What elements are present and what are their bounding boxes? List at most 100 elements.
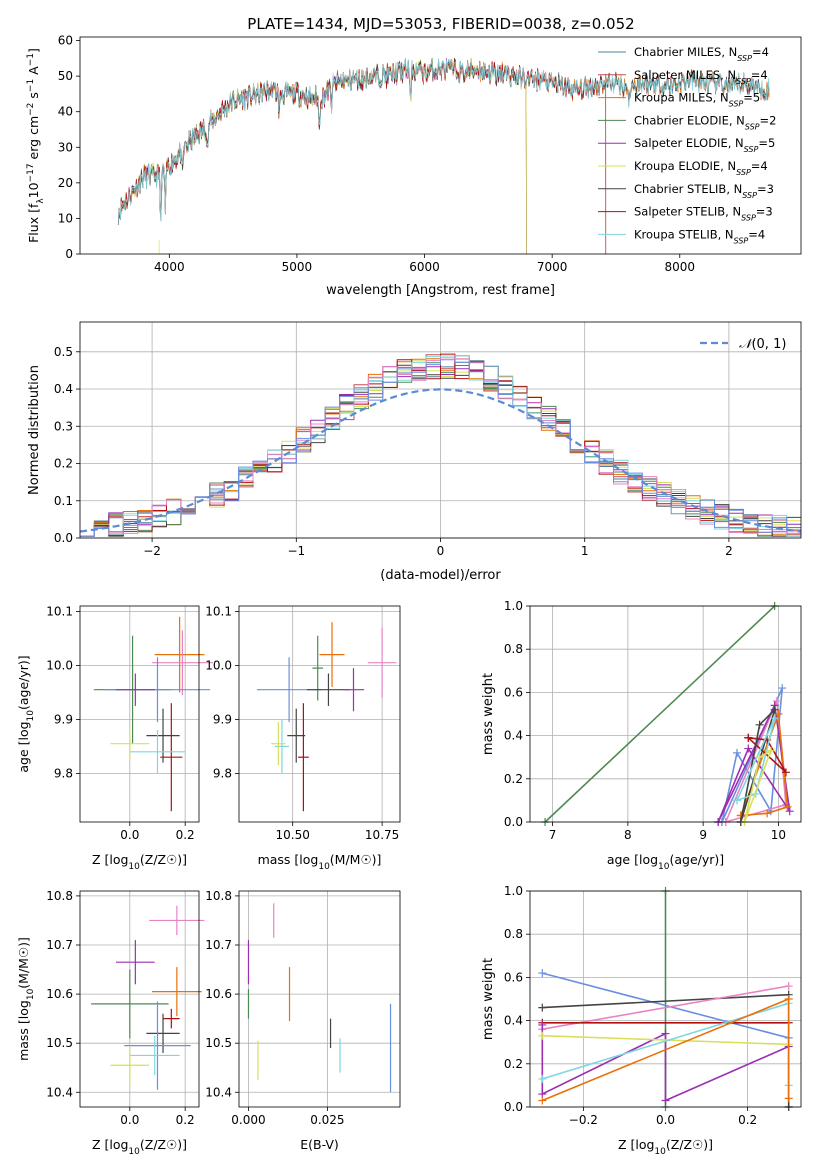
axes-frame [79, 890, 200, 1108]
label-part: λ [36, 198, 46, 204]
label-part: (age/yr)] [669, 852, 724, 867]
y-tick-label: 0.6 [504, 970, 523, 984]
weight-series-line [736, 717, 776, 802]
legend-subscript: SSP [736, 168, 751, 177]
legend-text: Kroupa STELIB, N [634, 227, 734, 241]
x-tick-label: 0.2 [176, 828, 195, 842]
x-tick-label: 0.2 [176, 1113, 195, 1127]
y-tick-label: 0 [65, 247, 73, 261]
label-part: (age/yr)] [16, 655, 31, 710]
label-part: log [639, 852, 658, 867]
y-tick-label: 10.0 [205, 658, 232, 672]
legend-text: =2 [760, 113, 777, 127]
spectrum-series-line [117, 59, 607, 254]
legend-entry: Salpeter ELODIE, NSSP=5 [634, 136, 775, 154]
x-tick-label: 4000 [154, 260, 185, 274]
x-tick-label: 8 [624, 828, 632, 842]
label-part: ] [26, 48, 41, 53]
legend-text: Salpeter MILES, N [634, 68, 736, 82]
x-tick-label: 0 [437, 544, 445, 558]
y-tick-label: 0.2 [54, 457, 73, 471]
histogram-plot [80, 353, 801, 538]
weight-marker [661, 1096, 670, 1105]
label-part: (Z/Z☉)] [140, 852, 187, 867]
y-tick-label: 10.0 [46, 658, 73, 672]
y-tick-label: 0.5 [54, 345, 73, 359]
y-tick-label: 1.0 [504, 599, 523, 613]
x-tick-label: 9 [699, 828, 707, 842]
y-tick-label: 0.0 [504, 815, 523, 829]
legend-text: =4 [751, 68, 768, 82]
legend-text: Salpeter STELIB, N [634, 205, 741, 219]
x-tick-label: −1 [287, 544, 305, 558]
weight-marker [784, 982, 793, 991]
mass-vs-z-panel: 0.0 0.210.410.510.610.710.8Z [log10(Z/Z☉)… [16, 889, 205, 1157]
y-tick-label: 10.4 [205, 1085, 232, 1099]
y-tick-label: 10.4 [46, 1085, 73, 1099]
label-part: log [299, 852, 318, 867]
axes-frame [529, 890, 802, 1108]
legend-entry: Chabrier MILES, NSSP=4 [634, 45, 769, 63]
y-tick-label: 50 [58, 69, 73, 83]
label-part: (M/M☉)] [330, 852, 382, 867]
label-subscript: 10 [26, 710, 36, 722]
weight-marker [538, 1003, 547, 1012]
legend-subscript: SSP [734, 236, 749, 245]
label-part: (M/M☉)] [16, 937, 31, 989]
x-tick-label: 5000 [282, 260, 313, 274]
y-tick-label: 20 [58, 176, 73, 190]
label-part: Z [ [92, 1137, 109, 1152]
y-tick-label: 10 [58, 211, 73, 225]
x-tick-label: −2 [143, 544, 161, 558]
legend-subscript: SSP [744, 145, 759, 154]
residuals-panel: −2 −1 0 1 2 0.0 0.1 0.2 0.3 0.4 0.5 (data-model)/er… [27, 321, 802, 583]
legend-text: Chabrier ELODIE, N [634, 113, 745, 127]
weight-marker [778, 684, 787, 693]
weight-marker [774, 710, 783, 718]
weight-marker [733, 796, 742, 805]
x-tick-label: 10 [771, 828, 786, 842]
x-axis-label: Z [log10(Z/Z☉)] [618, 1137, 713, 1157]
y-tick-label: 0.0 [504, 1100, 523, 1114]
x-tick-label: 1 [581, 544, 589, 558]
legend-entry: Salpeter STELIB, NSSP=3 [634, 205, 773, 223]
y-axis-label: mass weight [481, 673, 496, 755]
y-tick-label: 0.3 [54, 419, 73, 433]
y-tick-label: 1.0 [504, 884, 523, 898]
weight-marker [744, 733, 753, 742]
label-part: −1 [26, 79, 36, 92]
label-part: erg cm [26, 116, 41, 164]
spectrum-series-line [117, 57, 527, 254]
label-subscript: 10 [318, 862, 330, 872]
normal-curve [80, 388, 801, 533]
y-tick-label: 0.0 [54, 531, 73, 545]
label-part: A [26, 66, 41, 79]
weight-marker [783, 802, 792, 811]
legend-text: =4 [748, 227, 765, 241]
figure-title: PLATE=1434, MJD=53053, FIBERID=0038, z=0… [247, 15, 634, 33]
legend-entry: Chabrier STELIB, NSSP=3 [634, 182, 774, 200]
legend-text: Salpeter ELODIE, N [634, 136, 744, 150]
label-part: Z [ [618, 1137, 635, 1152]
spectrum-series-line [117, 58, 527, 254]
weight-marker [770, 714, 779, 723]
x-tick-label: 0.0 [656, 1113, 675, 1127]
y-tick-label: 40 [58, 105, 73, 119]
label-subscript: 10 [128, 862, 140, 872]
y-tick-label: 10.1 [46, 604, 73, 618]
legend-entry: Salpeter MILES, NSSP=4 [634, 68, 768, 86]
weight-marker [538, 969, 547, 978]
label-part: age [ [16, 741, 31, 773]
y-tick-label: 0.1 [54, 494, 73, 508]
weight-marker [781, 768, 790, 777]
weight-series-line [544, 605, 776, 823]
y-tick-label: 9.9 [213, 712, 232, 726]
x-axis-label: mass [log10(M/M☉)] [258, 852, 382, 872]
label-part: 10 [26, 182, 41, 198]
weight-marker [661, 1029, 670, 1038]
y-tick-label: 0.8 [504, 927, 523, 941]
label-part: E(B-V) [300, 1137, 339, 1152]
x-tick-label: −0.2 [569, 1113, 598, 1127]
weight-marker [755, 753, 764, 762]
